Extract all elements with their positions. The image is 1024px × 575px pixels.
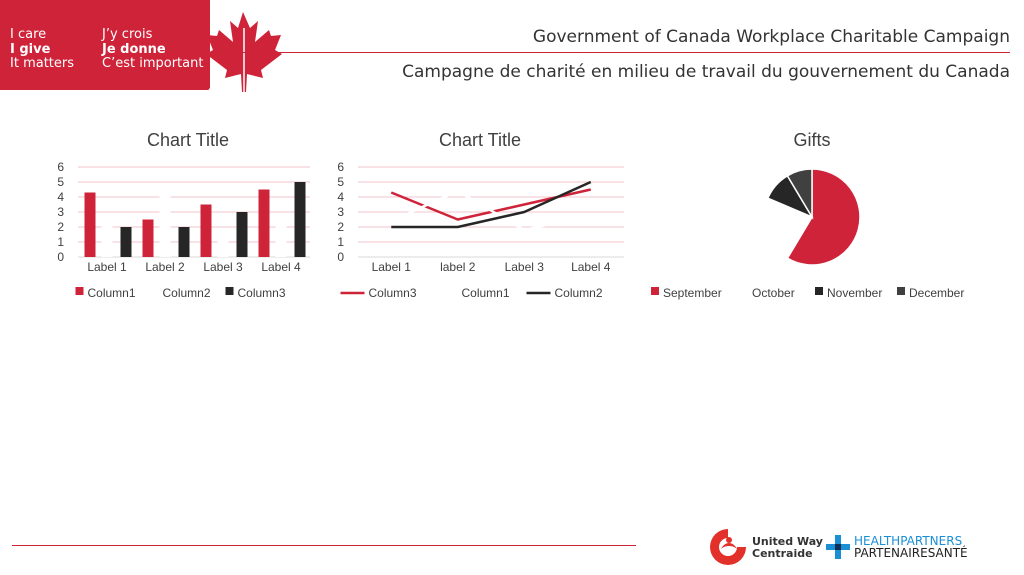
- y-tick-label: 4: [57, 190, 64, 204]
- legend-label: Column3: [238, 286, 286, 300]
- line-column1: [390, 189, 592, 232]
- slogan-en-line-3: It matters: [10, 56, 75, 71]
- pie-slice-october: [763, 197, 814, 260]
- bar-column3-2: [178, 227, 190, 257]
- pie-slice-september: [786, 168, 861, 266]
- x-tick-label: Label 3: [203, 260, 243, 274]
- pie-chart: Gifts September October November December: [650, 120, 980, 315]
- y-tick-label: 0: [57, 250, 64, 264]
- x-tick-label: Label 1: [87, 260, 127, 274]
- y-tick-label: 6: [57, 160, 64, 174]
- bar-column2-4: [275, 215, 287, 257]
- slogan-english: I care I give It matters: [10, 27, 75, 72]
- y-tick-label: 2: [337, 220, 344, 234]
- y-tick-label: 6: [337, 160, 344, 174]
- bar-column3-3: [236, 212, 248, 257]
- y-tick-label: 1: [57, 235, 64, 249]
- united-way-line-2: Centraide: [752, 547, 813, 560]
- x-tick-label: Label 2: [145, 260, 185, 274]
- legend-label: Column3: [369, 286, 417, 300]
- header-banner: I care I give It matters J’y crois Je do…: [0, 0, 1024, 96]
- bar-column1-3: [200, 204, 212, 257]
- bar-column2-1: [101, 221, 113, 257]
- y-tick-label: 1: [337, 235, 344, 249]
- legend-label: September: [663, 286, 722, 300]
- slogan-en-line-2: I give: [10, 41, 51, 57]
- legend-label: Column1: [88, 286, 136, 300]
- x-tick-label: Label 4: [571, 260, 611, 274]
- slogan-fr-line-2: Je donne: [102, 41, 166, 57]
- x-tick-label: Label 4: [261, 260, 301, 274]
- healthpartners-wordmark: HEALTHPARTNERS PARTENAIRESANTÉ: [854, 535, 968, 559]
- y-tick-label: 2: [57, 220, 64, 234]
- y-tick-label: 3: [57, 205, 64, 219]
- bar-column3-1: [120, 227, 132, 257]
- pie-slice-december: [786, 168, 813, 220]
- y-tick-label: 3: [337, 205, 344, 219]
- healthpartners-line-1: HEALTHPARTNERS: [854, 534, 963, 548]
- united-way-logo-icon: [710, 529, 746, 565]
- legend-label: Column1: [462, 286, 510, 300]
- slogan-en-line-1: I care: [10, 27, 47, 42]
- page-title-english: Government of Canada Workplace Charitabl…: [532, 27, 1010, 47]
- x-tick-label: Label 1: [372, 260, 412, 274]
- y-tick-label: 4: [337, 190, 344, 204]
- legend-swatch: [75, 287, 84, 295]
- legend-label: December: [909, 286, 964, 300]
- legend-swatch: [150, 287, 159, 295]
- bar-column2-3: [217, 230, 229, 257]
- bar-column3-4: [294, 182, 306, 257]
- y-tick-label: 5: [57, 175, 64, 189]
- footer-divider: [12, 545, 636, 546]
- bar-column1-4: [258, 189, 270, 257]
- legend-label: Column2: [555, 286, 603, 300]
- legend-label: October: [752, 286, 795, 300]
- x-tick-label: Label 3: [505, 260, 545, 274]
- legend-label: November: [827, 286, 882, 300]
- chart-title: Gifts: [793, 130, 830, 150]
- line-chart: Chart Title 0 1 2 3 4 5 6 Label 1 label 2 Label 3 L…: [330, 120, 630, 315]
- legend-label: Column2: [163, 286, 211, 300]
- legend-swatch: [651, 287, 659, 295]
- y-tick-label: 0: [337, 250, 344, 264]
- banner-red-block: [0, 0, 210, 90]
- slogan-fr-line-1: J’y crois: [102, 27, 153, 42]
- line-column3: [390, 188, 592, 221]
- chart-title: Chart Title: [147, 130, 229, 150]
- y-tick-label: 5: [337, 175, 344, 189]
- bar-column1-2: [142, 219, 154, 257]
- bar-column2-2: [159, 191, 171, 257]
- slogan-french: J’y crois Je donne C’est important: [102, 27, 204, 72]
- header-divider: [228, 52, 1010, 53]
- pie-chart-svg: Gifts September October November December: [651, 130, 964, 300]
- united-way-wordmark: United Way Centraide: [752, 536, 823, 560]
- x-tick-label: label 2: [440, 260, 476, 274]
- page-title-french: Campagne de charité en milieu de travail…: [402, 62, 1010, 82]
- line-column2: [391, 180, 592, 229]
- slogan-fr-line-3: C’est important: [102, 56, 204, 71]
- healthpartners-line-2: PARTENAIRESANTÉ: [854, 546, 968, 560]
- legend-swatch: [740, 287, 748, 295]
- bar-column1-1: [84, 192, 96, 257]
- chart-title: Chart Title: [439, 130, 521, 150]
- legend-swatch: [897, 287, 905, 295]
- healthpartners-logo-icon: [826, 535, 850, 559]
- legend-swatch: [225, 287, 234, 295]
- legend-swatch: [815, 287, 823, 295]
- united-way-line-1: United Way: [752, 535, 823, 548]
- bar-chart: Chart Title 0 1 2 3 4 5 6 Label 1 Label 2 Label 3 L…: [48, 120, 328, 315]
